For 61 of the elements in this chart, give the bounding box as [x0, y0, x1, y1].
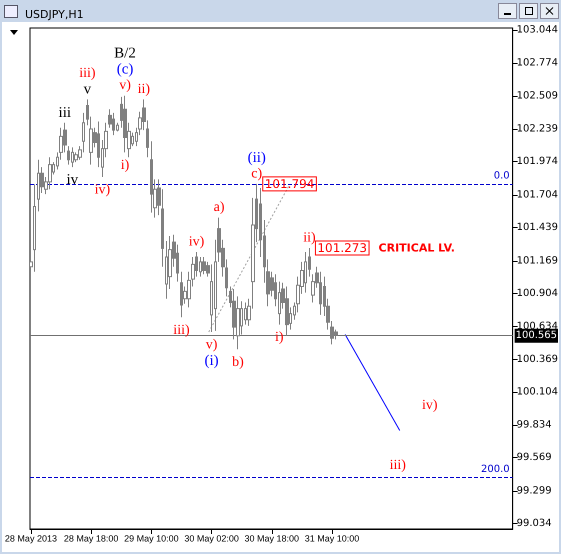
y-tick-label: 101.169: [516, 255, 558, 266]
y-tick-label: 102.774: [516, 58, 558, 69]
annotation: ii): [303, 230, 316, 246]
x-tick-label: 30 May 02:00: [184, 534, 239, 544]
annotation: (c): [116, 62, 134, 78]
y-tick-label: 100.104: [516, 386, 558, 398]
x-tick-label: 31 May 10:00: [304, 534, 360, 544]
candlestick: [285, 286, 289, 336]
candlestick: [304, 252, 307, 294]
annotation: CRITICAL LV.: [378, 241, 455, 254]
annotation: v): [119, 78, 132, 94]
candlestick: [180, 271, 183, 318]
candlestick: [48, 156, 52, 190]
annotation: (ii): [248, 150, 266, 166]
annotation: i): [120, 158, 130, 173]
annotation: iii): [79, 66, 96, 81]
annotation: 101.273: [317, 240, 368, 255]
y-tick-label: 101.974: [516, 156, 558, 168]
candlestick: [199, 256, 202, 278]
y-tick-label: 102.239: [516, 124, 558, 135]
annotation: iv): [188, 234, 205, 250]
chart-title: USDJPY,H1: [25, 8, 84, 21]
annotation: (i): [204, 353, 219, 370]
y-tick-label: 102.509: [516, 90, 558, 102]
x-tick-label: 29 May 10:00: [124, 534, 179, 544]
x-tick-label: 30 May 18:00: [244, 534, 300, 544]
candlestick: [33, 184, 36, 272]
annotation: B/2: [114, 46, 136, 62]
candlestick: [165, 240, 168, 300]
annotation: v: [84, 81, 92, 98]
annotation: ii): [138, 82, 150, 97]
candlestick: [150, 140, 153, 214]
candlestick: [112, 112, 115, 136]
candlestick: [67, 146, 70, 166]
y-tick-label: 99.834: [516, 420, 552, 431]
annotation: 200.0: [481, 464, 510, 475]
y-tick-label: 101.439: [516, 222, 558, 234]
candlestick: [37, 159, 40, 212]
x-tick-label: 28 May 2013: [4, 534, 57, 544]
annotation: a): [214, 200, 225, 216]
candlestick: [202, 256, 206, 275]
annotation: iv): [422, 398, 438, 414]
candlestick: [319, 271, 322, 316]
ref-line-label: 100.565: [516, 330, 558, 342]
x-tick-label: 28 May 18:00: [64, 534, 118, 544]
y-tick-label: 99.034: [516, 518, 552, 530]
y-tick-label: 103.044: [516, 24, 558, 36]
y-tick-label: 100.904: [516, 288, 558, 299]
annotation: b): [232, 354, 244, 370]
y-tick-label: 99.299: [516, 485, 552, 496]
candlestick: [71, 146, 74, 168]
annotation: 0.0: [494, 170, 510, 182]
annotation: iii: [58, 104, 72, 121]
y-tick-label: 101.704: [516, 189, 558, 200]
y-tick-label: 100.369: [516, 354, 558, 365]
annotation: iii): [173, 322, 190, 338]
annotation: v): [206, 338, 218, 353]
annotation: c): [251, 166, 263, 182]
annotation: iii): [390, 458, 406, 474]
annotation: iv): [94, 182, 111, 198]
y-tick-label: 99.569: [516, 452, 552, 464]
